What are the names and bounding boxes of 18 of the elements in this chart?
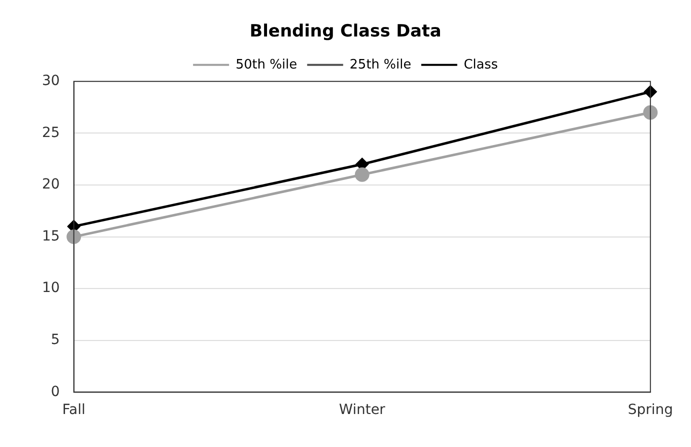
y-tick-label: 0 bbox=[50, 384, 60, 400]
y-tick-label: 5 bbox=[50, 332, 60, 348]
legend-label: 50th %ile bbox=[236, 57, 298, 72]
legend-label: Class bbox=[464, 57, 498, 72]
point bbox=[643, 105, 658, 120]
x-tick-label: Winter bbox=[339, 402, 386, 418]
point bbox=[66, 230, 82, 244]
y-tick-label: 25 bbox=[42, 124, 60, 141]
point bbox=[644, 86, 657, 98]
x-tick-label: Fall bbox=[62, 402, 86, 418]
y-tick-label: 15 bbox=[42, 228, 60, 244]
y-tick-label: 30 bbox=[42, 73, 60, 90]
point bbox=[354, 167, 370, 182]
y-tick-label: 10 bbox=[42, 280, 60, 296]
y-tick-label: 20 bbox=[42, 176, 60, 193]
legend-label: 25th %ile bbox=[350, 57, 412, 72]
chart-title: Blending Class Data bbox=[250, 22, 442, 42]
x-tick-label: Spring bbox=[628, 402, 674, 418]
